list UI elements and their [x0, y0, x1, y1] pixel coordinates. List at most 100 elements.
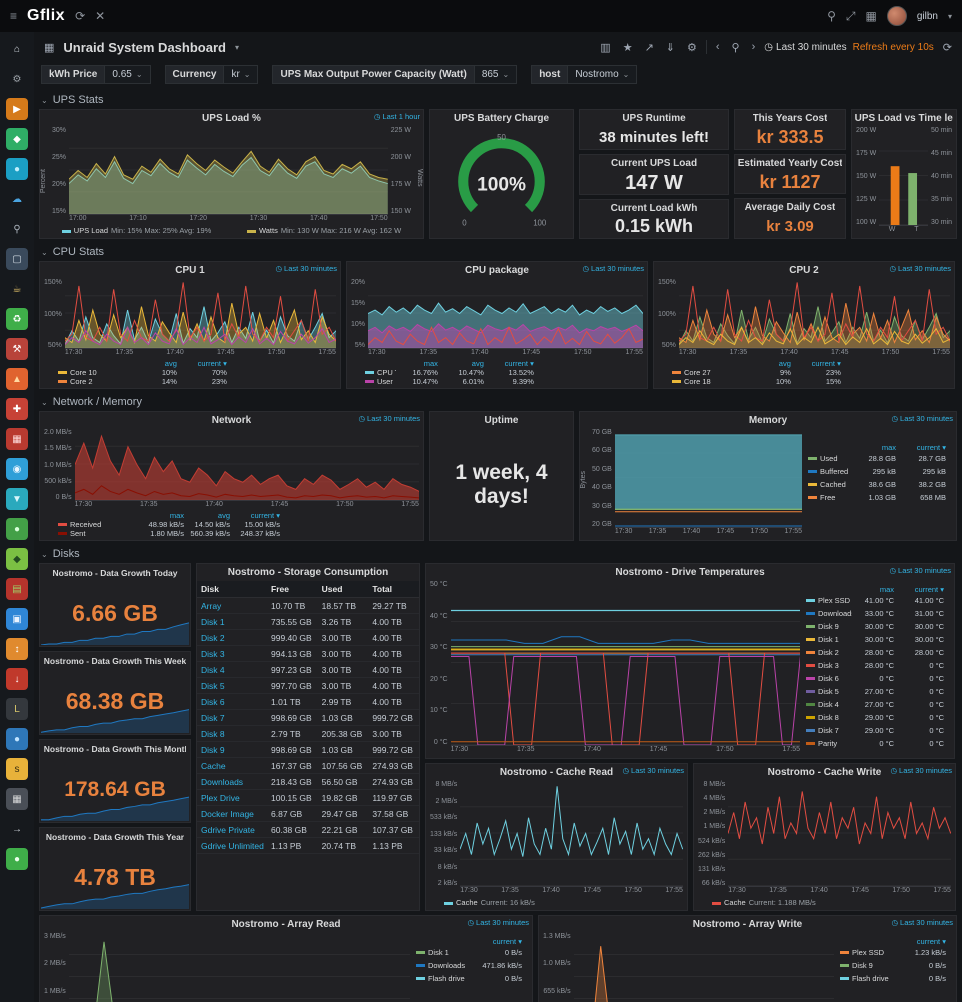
eye-app-icon[interactable]: ◉	[6, 458, 28, 480]
chart-plot[interactable]	[68, 933, 410, 1002]
disk-link[interactable]: Downloads	[197, 774, 267, 790]
legend-item[interactable]: Cached 38.6 GB 38.2 GB	[808, 478, 950, 491]
app-brand[interactable]: Gflix	[27, 7, 66, 24]
settings-gear-icon[interactable]: ⚙	[687, 41, 697, 54]
panel-time-badge[interactable]: ◷ Last 30 minutes	[889, 264, 952, 273]
leaf-app-icon[interactable]: ●	[6, 518, 28, 540]
blue-app-icon[interactable]: ▣	[6, 608, 28, 630]
legend-item[interactable]: Core 18 10% 15%	[672, 377, 845, 386]
tools-app-icon[interactable]: ⚒	[6, 338, 28, 360]
time-forward-icon[interactable]: ›	[751, 41, 756, 53]
legend-item[interactable]: Watts Min: 130 W Max: 216 W Avg: 162 W	[246, 226, 401, 235]
refresh-tab-icon[interactable]: ⟳	[75, 9, 86, 23]
legend-item[interactable]: Cache Current: 16 kB/s	[444, 898, 535, 907]
legend-item[interactable]: Plex SSD 41.00 °C 41.00 °C	[806, 594, 948, 607]
beer-app-icon[interactable]: ☕	[12, 283, 22, 295]
legend-item[interactable]: Buffered 295 kB 295 kB	[808, 465, 950, 478]
legend-item[interactable]: Received 48.98 kB/s 14.50 kB/s 15.00 kB/s	[58, 520, 284, 529]
panel-title[interactable]: Network	[211, 415, 252, 426]
legend-item[interactable]: Core 2 14% 23%	[58, 377, 231, 386]
panel-title[interactable]: Estimated Yearly Cost	[737, 157, 843, 169]
plex-icon[interactable]: ▶	[6, 98, 28, 120]
legend-header[interactable]: current ▾	[492, 937, 522, 946]
panel-time-badge[interactable]: ◷ Last 30 minutes	[891, 918, 954, 927]
panel-title[interactable]: Nostromo - Data Growth This Month	[43, 743, 187, 754]
shield-app-icon[interactable]: ✚	[6, 398, 28, 420]
legend[interactable]: Cache Current: 1.188 MB/s	[698, 897, 951, 908]
panel-time-badge[interactable]: ◷ Last 30 minutes	[467, 918, 530, 927]
legend-item[interactable]: Downloads 33.00 °C 31.00 °C	[806, 607, 948, 620]
legend-item[interactable]: Disk 1 30.00 °C 30.00 °C	[806, 633, 948, 646]
grid-app-icon[interactable]: ▦	[6, 428, 28, 450]
time-back-icon[interactable]: ‹	[715, 41, 720, 53]
chart-plot[interactable]	[879, 127, 928, 226]
legend-header[interactable]: current ▾	[916, 937, 946, 946]
panel-title[interactable]: UPS Runtime	[622, 113, 686, 124]
legend-item[interactable]: Disk 3 28.00 °C 0 °C	[806, 659, 948, 672]
column-header[interactable]: Total	[368, 581, 419, 598]
row-header-disks[interactable]: ⌄ Disks	[39, 545, 957, 563]
legend-header[interactable]: avg current ▾	[164, 359, 227, 368]
legend-item[interactable]: Core 10 10% 70%	[58, 368, 231, 377]
sabnzbd-app-icon[interactable]: s	[6, 758, 28, 780]
disk-link[interactable]: Disk 5	[197, 678, 267, 694]
save-icon[interactable]: ⇓	[665, 41, 675, 54]
column-header[interactable]: Used	[317, 581, 369, 598]
panel-title[interactable]: Nostromo - Cache Write	[767, 767, 882, 778]
disk-link[interactable]: Disk 2	[197, 630, 267, 646]
legend[interactable]: max current ▾ Used 28.8 GB 28.7 GB Buffered…	[802, 429, 952, 538]
legend-header[interactable]: max current ▾	[881, 443, 946, 452]
panel-title[interactable]: Nostromo - Data Growth This Year	[45, 831, 185, 842]
green-diamond-app-icon[interactable]: ◆	[6, 128, 28, 150]
legend-item[interactable]: Core 27 9% 23%	[672, 368, 845, 377]
disk-link[interactable]: Disk 9	[197, 742, 267, 758]
panel-time-badge[interactable]: ◷ Last 30 minutes	[889, 566, 952, 575]
row-header-ups-stats[interactable]: ⌄ UPS Stats	[39, 91, 957, 109]
logout-icon[interactable]: →	[12, 823, 22, 835]
disk-link[interactable]: Docker Image	[197, 806, 267, 822]
legend-item[interactable]: Disk 4 27.00 °C 0 °C	[806, 698, 948, 711]
username-label[interactable]: gilbn	[916, 10, 938, 22]
chart-plot[interactable]	[614, 429, 802, 528]
refresh-interval-picker[interactable]: Refresh every 10s	[852, 41, 934, 53]
panel-title[interactable]: Nostromo - Drive Temperatures	[615, 567, 765, 578]
chart-plot[interactable]	[74, 429, 419, 501]
panel-title[interactable]: Nostromo - Data Growth This Week	[43, 655, 187, 666]
lazy-librarian-app-icon[interactable]: L	[6, 698, 28, 720]
flame-app-icon[interactable]: ▲	[6, 368, 28, 390]
disk-link[interactable]: Cache	[197, 758, 267, 774]
fullscreen-icon[interactable]: ⤢	[845, 8, 856, 23]
column-header[interactable]: Free	[267, 581, 318, 598]
disc-app-icon[interactable]: ◆	[6, 548, 28, 570]
search-icon[interactable]: ⚲	[827, 9, 836, 23]
chart-plot[interactable]	[368, 279, 643, 349]
legend[interactable]: avg current ▾ Core 10 10% 70% Core 2 14% 23%	[44, 359, 231, 386]
cloud-app-icon[interactable]: ☁	[12, 193, 22, 205]
water-app-icon[interactable]: ●	[6, 728, 28, 750]
disk-link[interactable]: Gdrive Unlimited	[197, 838, 267, 854]
legend-item[interactable]: Flash drive 0 B/s	[840, 972, 950, 985]
row-header-cpu-stats[interactable]: ⌄ CPU Stats	[39, 243, 957, 261]
panel-time-badge[interactable]: ◷ Last 30 minutes	[275, 264, 338, 273]
disk-link[interactable]: Disk 6	[197, 694, 267, 710]
disk-link[interactable]: Plex Drive	[197, 790, 267, 806]
panel-title[interactable]: CPU 1	[175, 265, 205, 276]
chart-plot[interactable]	[460, 781, 683, 887]
chart-plot[interactable]	[450, 581, 800, 746]
legend-header[interactable]: max avg current ▾	[169, 511, 280, 520]
disk-link[interactable]: Array	[197, 598, 267, 614]
container-app-icon[interactable]: ▢	[6, 248, 28, 270]
github-app-icon[interactable]: ●	[6, 848, 28, 870]
legend[interactable]: UPS Load Min: 15% Max: 25% Avg: 19% Watts M…	[44, 225, 419, 236]
panel-time-badge[interactable]: ◷ Last 30 minutes	[582, 264, 645, 273]
panel-title[interactable]: Nostromo - Storage Consumption	[227, 567, 389, 578]
disk-link[interactable]: Disk 3	[197, 646, 267, 662]
library-app-icon[interactable]: ▦	[6, 788, 28, 810]
legend-item[interactable]: Cache Current: 1.188 MB/s	[712, 898, 816, 907]
stripes-app-icon[interactable]: ▤	[6, 578, 28, 600]
star-icon[interactable]: ★	[622, 41, 633, 54]
